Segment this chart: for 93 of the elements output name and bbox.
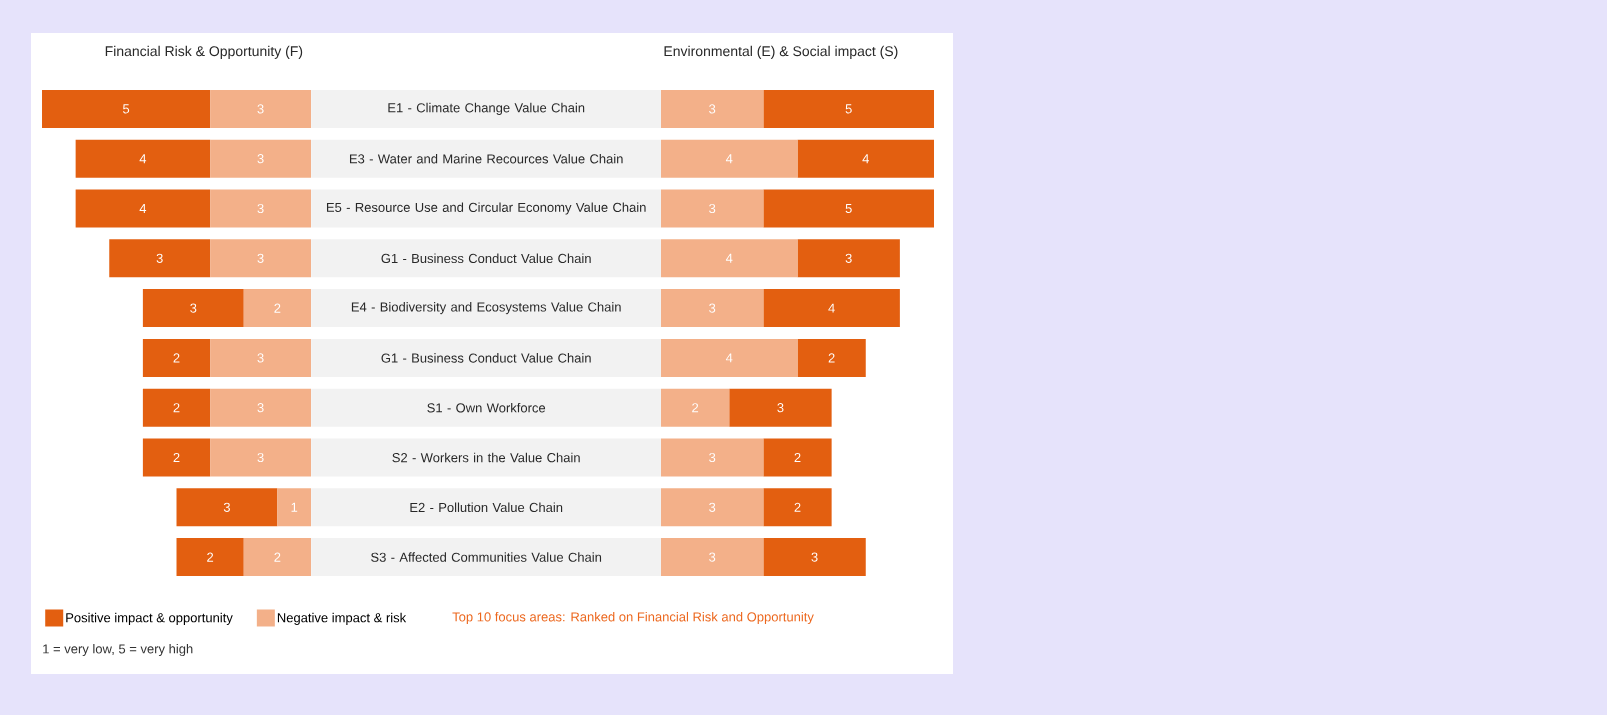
legend-label: Negative impact & risk [277,612,407,625]
data-label: 3 [709,452,716,463]
data-label: 3 [777,403,784,413]
data-label: 3 [811,552,818,562]
data-label: 4 [828,303,835,313]
bar [176,538,244,577]
bar [763,438,832,477]
data-label: 2 [207,552,214,562]
bar [661,438,764,477]
bar [142,388,211,427]
bar [142,438,211,477]
chart-title: Environmental (E) & Social impact (S) [664,45,898,59]
bar [210,338,311,377]
data-label: 3 [709,104,716,114]
data-label: 3 [257,253,264,263]
y-tick-label: E2 - Pollution Value Chain [410,502,563,513]
data-label: 3 [257,104,264,114]
data-label: 3 [257,203,264,214]
text: 1 = very low, 5 = very high [43,643,193,657]
y-tick-label: E1 - Climate Change Value Chain [388,102,585,115]
data-label: 3 [709,303,716,313]
y-tick-label: G1 - Business Conduct Value Chain [381,253,591,264]
data-label: 3 [257,452,264,463]
bar [210,239,311,278]
data-label: 4 [139,154,147,164]
data-label: 3 [257,403,264,413]
bar [797,239,900,278]
data-label: 2 [173,452,180,463]
bar [763,538,866,577]
bar [763,89,934,128]
data-label: 2 [794,502,801,512]
data-label: 4 [862,154,869,164]
data-label: 4 [725,154,733,164]
text: Top 10 focus areas: Ranked on Financial Risk and Opportunity [452,611,814,625]
bar [42,89,211,128]
bar [210,388,311,427]
data-label: 1 [291,502,298,512]
bar [729,388,832,427]
y-tick-label: E3 - Water and Marine Recources Value Chain [349,153,623,164]
y-tick-label: S2 - Workers in the Value Chain [392,452,580,463]
data-label: 3 [709,502,716,512]
data-label: 5 [122,104,130,114]
bar [661,538,764,577]
data-label: 2 [274,552,281,562]
y-tick-label: E4 - Biodiversity and Ecosystems Value Chain [351,302,621,315]
data-label: 3 [257,353,264,363]
bar [210,189,311,228]
data-label: 3 [845,253,852,263]
bar [797,338,866,377]
data-label: 3 [257,154,264,164]
bar [243,289,311,328]
bar [661,289,764,328]
data-label: 4 [725,353,733,363]
bar [243,538,311,577]
y-tick-label: G1 - Business Conduct Value Chain [381,353,591,363]
data-label: 5 [845,203,852,214]
data-label: 3 [156,253,163,263]
data-label: 3 [709,552,716,562]
bar [661,388,730,427]
bar [277,488,311,527]
data-label: 2 [692,403,699,413]
data-label: 2 [274,303,281,313]
y-tick-label: E5 - Resource Use and Circular Economy Value Chain [326,202,646,215]
bar [75,189,211,228]
data-label: 3 [709,203,716,214]
bar [763,189,934,228]
data-label: 4 [139,204,147,213]
bar [763,289,900,328]
bar [142,338,211,377]
bar [142,289,244,328]
bar [661,89,764,128]
bar [797,139,934,178]
bar [763,488,832,527]
legend-label: Positive impact & opportunity [66,612,233,625]
y-tick-label: S1 - Own Workforce [427,402,546,413]
data-label: 3 [190,303,197,313]
data-label: 5 [845,104,852,114]
bar [661,488,764,527]
bar [210,139,311,178]
bar [661,189,764,228]
bar [210,89,311,128]
data-label: 2 [173,403,180,413]
chart-title: Financial Risk & Opportunity (F) [105,45,303,59]
data-label: 2 [173,353,180,363]
data-label: 2 [794,452,801,463]
bar [176,488,278,527]
data-label: 4 [725,253,733,263]
bar [75,139,211,178]
bar [210,438,311,477]
data-label: 3 [223,502,230,512]
y-tick-label: S3 - Affected Communities Value Chain [371,552,602,562]
data-label: 2 [828,353,835,363]
bar [109,239,211,278]
